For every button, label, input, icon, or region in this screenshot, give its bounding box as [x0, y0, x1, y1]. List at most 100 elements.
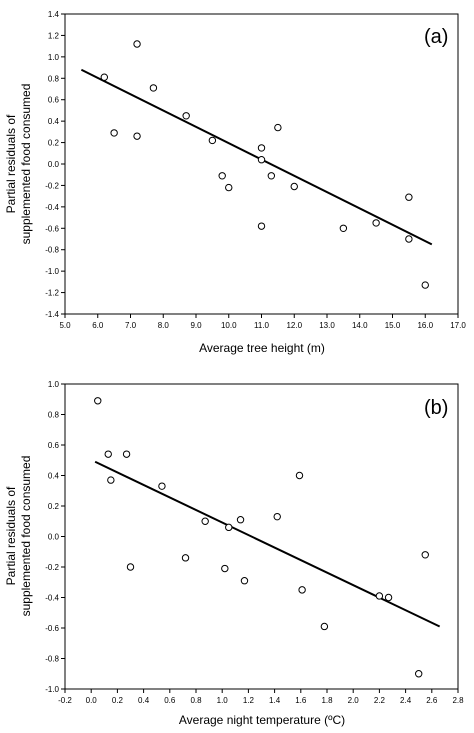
data-point-a	[339, 224, 348, 232]
data-point-a	[182, 112, 190, 120]
x-tick-label-b: 2.2	[374, 696, 386, 705]
panel-label-a: (a)	[424, 26, 448, 48]
y-tick-label-a: 1.2	[48, 31, 60, 40]
x-tick-label-b: 0.0	[86, 696, 98, 705]
y-tick-label-b: 0.0	[48, 533, 60, 542]
data-point-a	[133, 132, 141, 140]
x-tick-label-a: 7.0	[125, 321, 137, 330]
data-point-b	[236, 516, 245, 524]
chart-a: 5.0 6.0 7.0 8.0 9.0 10.0 11.0 12.0 13.0 14.0 15.0 1…	[4, 10, 466, 355]
data-point-a	[218, 172, 226, 180]
x-tick-label-b: 1.4	[269, 696, 281, 705]
x-tick-label-b: -0.2	[58, 696, 72, 705]
data-point-a	[133, 40, 141, 48]
x-tick-label-b: 1.2	[243, 696, 255, 705]
chart-b: -0.2 0.0 0.2 0.4 0.6 0.8 1.0 1.2 1.4 1.6 1.8 2.0 2.2…	[4, 380, 464, 727]
y-tick-label-a: -1.4	[45, 310, 59, 319]
y-tick-label-a: -0.8	[45, 246, 59, 255]
data-point-b	[415, 670, 423, 678]
data-point-b	[240, 577, 249, 585]
data-point-b	[181, 554, 190, 562]
data-point-b	[273, 512, 281, 521]
data-points-b	[94, 397, 429, 678]
x-tick-label-a: 14.0	[352, 321, 368, 330]
data-point-b	[375, 592, 384, 600]
x-tick-label-a: 16.0	[417, 321, 433, 330]
x-axis-label-b: Average night temperature (ºC)	[179, 713, 345, 727]
data-point-a	[257, 144, 266, 152]
y-axis-label-b-line2: supplemented food consumed	[19, 456, 33, 617]
data-point-b	[421, 551, 429, 559]
x-axis-ticks-b: -0.2 0.0 0.2 0.4 0.6 0.8 1.0 1.2 1.4 1.6 1.8 2.0 2.2…	[58, 689, 464, 705]
data-point-b	[384, 593, 393, 602]
data-point-a	[257, 222, 266, 230]
x-tick-label-a: 5.0	[59, 321, 71, 330]
data-point-b	[126, 563, 135, 571]
data-point-b	[221, 564, 229, 573]
y-tick-label-a: -0.4	[45, 203, 59, 212]
y-tick-label-b: -0.8	[45, 655, 59, 664]
x-tick-label-b: 1.8	[321, 696, 333, 705]
x-tick-label-b: 2.8	[452, 696, 464, 705]
y-tick-label-b: -1.0	[45, 685, 59, 694]
y-tick-label-b: 0.6	[48, 441, 60, 450]
data-point-b	[201, 517, 209, 525]
data-point-b	[104, 450, 112, 458]
x-tick-label-b: 0.8	[190, 696, 202, 705]
regression-line-b	[94, 460, 441, 628]
x-tick-label-a: 6.0	[92, 321, 104, 330]
panel-label-b: (b)	[424, 397, 448, 419]
data-point-b	[225, 523, 233, 532]
x-tick-label-a: 10.0	[221, 321, 237, 330]
data-point-a	[290, 182, 298, 191]
plot-frame-b	[64, 383, 459, 690]
data-point-b	[94, 397, 102, 405]
y-tick-label-b: 1.0	[48, 380, 60, 389]
data-point-b	[298, 586, 306, 594]
y-tick-label-b: 0.2	[48, 502, 60, 511]
data-point-a	[372, 219, 380, 227]
data-point-a	[267, 172, 276, 180]
y-tick-label-b: -0.6	[45, 624, 59, 633]
y-tick-label-a: -0.6	[45, 224, 59, 233]
data-point-a	[274, 123, 282, 132]
y-axis-label-a-line1: Partial residuals of	[4, 114, 18, 213]
y-tick-label-a: 0.2	[48, 139, 60, 148]
regression-line-a	[80, 68, 433, 246]
y-tick-label-a: 1.0	[48, 53, 60, 62]
x-axis-label-a: Average tree height (m)	[199, 341, 325, 355]
plot-frame-a	[64, 13, 459, 315]
x-tick-label-a: 12.0	[286, 321, 302, 330]
data-point-a	[208, 136, 217, 145]
data-points-a	[100, 40, 429, 289]
x-tick-label-a: 15.0	[385, 321, 401, 330]
y-tick-label-a: -1.2	[45, 289, 59, 298]
data-point-a	[100, 73, 109, 81]
x-tick-label-a: 17.0	[450, 321, 466, 330]
data-point-a	[405, 193, 413, 201]
y-tick-label-a: 0.0	[48, 160, 60, 169]
data-point-a	[257, 156, 266, 164]
data-point-b	[295, 471, 304, 480]
data-point-a	[421, 281, 429, 289]
y-tick-label-a: -1.0	[45, 267, 59, 276]
x-tick-label-b: 0.6	[164, 696, 176, 705]
y-tick-label-b: 0.8	[48, 411, 60, 420]
data-point-b	[320, 622, 329, 631]
x-tick-label-a: 9.0	[190, 321, 202, 330]
y-tick-label-b: -0.2	[45, 563, 59, 572]
x-tick-label-b: 0.4	[138, 696, 150, 705]
y-tick-label-a: 0.8	[48, 74, 60, 83]
x-tick-label-b: 2.4	[400, 696, 412, 705]
data-point-b	[158, 482, 166, 490]
y-tick-label-a: 0.6	[48, 96, 60, 105]
x-tick-label-b: 2.0	[348, 696, 360, 705]
y-tick-label-a: 0.4	[48, 117, 60, 126]
data-point-a	[149, 84, 158, 92]
x-tick-label-b: 1.0	[217, 696, 229, 705]
x-tick-label-b: 1.6	[295, 696, 307, 705]
y-tick-label-b: -0.4	[45, 594, 59, 603]
y-axis-ticks-a: -1.4 -1.2 -1.0 -0.8 -0.6 -0.4 -0.2 0.0 0.2 0.4 0.6…	[45, 10, 65, 319]
y-axis-label-b-line1: Partial residuals of	[4, 486, 18, 585]
